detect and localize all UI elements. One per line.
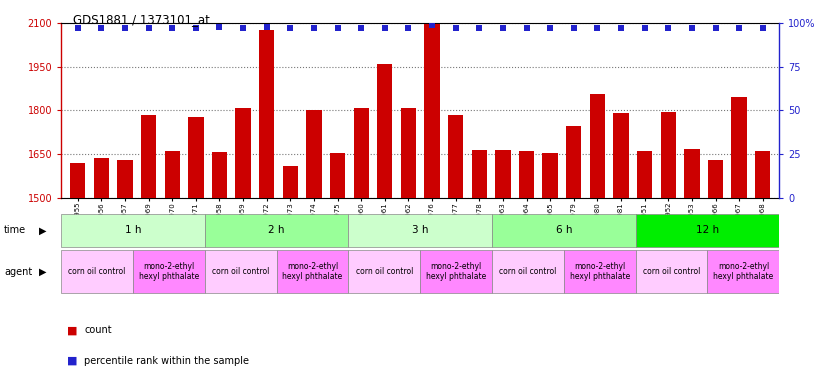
Point [355,25,368,31]
Bar [519,151,534,384]
Bar [133,250,205,293]
Point [685,25,698,31]
Bar [614,113,628,384]
Bar [377,65,392,384]
Bar [637,151,652,384]
Bar [448,115,463,384]
Point [213,23,226,30]
Point [496,25,509,31]
Bar [61,214,205,247]
Point [591,25,604,31]
Bar [212,152,227,384]
Text: 3 h: 3 h [412,225,428,235]
Bar [472,150,487,384]
Text: mono-2-ethyl
hexyl phthalate: mono-2-ethyl hexyl phthalate [713,262,774,281]
Text: mono-2-ethyl
hexyl phthalate: mono-2-ethyl hexyl phthalate [282,262,343,281]
Bar [348,250,420,293]
Text: corn oil control: corn oil control [499,267,557,276]
Bar [141,115,157,384]
Bar [707,160,723,384]
Bar [731,97,747,384]
Text: percentile rank within the sample: percentile rank within the sample [84,356,249,366]
Text: corn oil control: corn oil control [356,267,413,276]
Text: mono-2-ethyl
hexyl phthalate: mono-2-ethyl hexyl phthalate [570,262,630,281]
Text: corn oil control: corn oil control [212,267,269,276]
Bar [330,154,345,384]
Bar [235,108,251,384]
Bar [661,112,676,384]
Point [118,25,131,31]
Bar [277,250,348,293]
Bar [684,149,699,384]
Point [567,25,580,31]
Point [614,25,628,31]
Bar [205,250,277,293]
Text: mono-2-ethyl
hexyl phthalate: mono-2-ethyl hexyl phthalate [139,262,199,281]
Bar [61,250,133,293]
Point [709,25,722,31]
Text: mono-2-ethyl
hexyl phthalate: mono-2-ethyl hexyl phthalate [426,262,486,281]
Text: GDS1881 / 1373101_at: GDS1881 / 1373101_at [73,13,211,26]
Bar [424,25,440,384]
Text: 1 h: 1 h [125,225,141,235]
Bar [707,250,779,293]
Point [189,25,202,31]
Point [662,25,675,31]
Text: 2 h: 2 h [268,225,285,235]
Bar [492,250,564,293]
Point [95,25,108,31]
Bar [282,166,298,384]
Point [331,25,344,31]
Point [166,25,179,31]
Text: agent: agent [4,266,33,277]
Point [237,25,250,31]
Bar [70,164,86,384]
Text: ■: ■ [67,356,78,366]
Bar [259,30,274,384]
Text: count: count [84,325,112,335]
Point [638,25,651,31]
Bar [636,250,707,293]
Point [472,25,486,31]
Bar [492,214,636,247]
Point [260,23,273,30]
Bar [306,111,322,384]
Point [520,25,533,31]
Point [379,25,392,31]
Bar [755,151,770,384]
Point [425,22,438,28]
Bar [564,250,636,293]
Point [756,25,769,31]
Point [308,25,321,31]
Point [142,25,155,31]
Point [71,25,84,31]
Bar [401,108,416,384]
Bar [420,250,492,293]
Bar [118,161,133,384]
Text: 12 h: 12 h [696,225,719,235]
Bar [636,214,779,247]
Text: time: time [4,225,26,235]
Bar [543,152,558,384]
Point [284,25,297,31]
Point [733,25,746,31]
Text: ▶: ▶ [39,225,47,235]
Text: corn oil control: corn oil control [69,267,126,276]
Bar [188,117,203,384]
Point [402,25,415,31]
Text: ■: ■ [67,325,78,335]
Bar [495,150,511,384]
Text: corn oil control: corn oil control [643,267,700,276]
Bar [205,214,348,247]
Text: ▶: ▶ [39,266,47,277]
Bar [566,126,582,384]
Bar [590,94,605,384]
Bar [165,151,180,384]
Bar [353,108,369,384]
Bar [348,214,492,247]
Point [449,25,462,31]
Bar [94,159,109,384]
Point [543,25,557,31]
Text: 6 h: 6 h [556,225,572,235]
